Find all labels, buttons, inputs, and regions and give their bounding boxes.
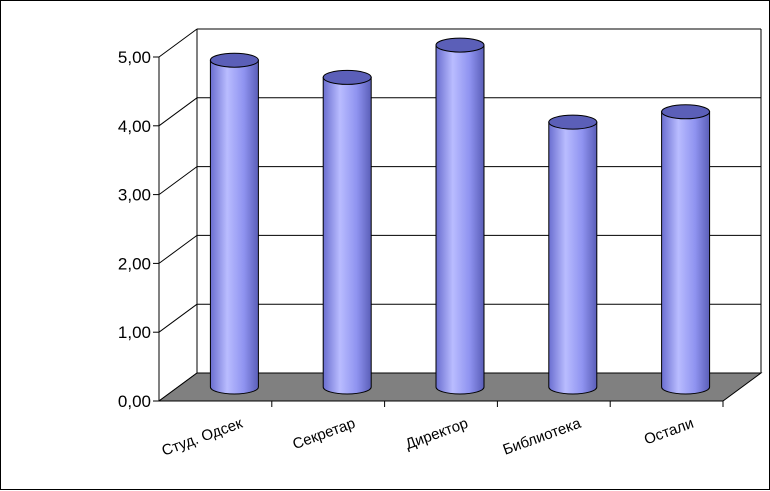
x-tick-label: Студ. Одсек: [160, 415, 246, 460]
bar-top: [435, 37, 485, 53]
gridline-side: [158, 97, 198, 127]
bar-top: [209, 52, 259, 68]
axes: [153, 56, 724, 407]
x-tick-labels: Студ. Одсек Секретар Директор Библиотека Ост…: [160, 415, 696, 460]
y-tick-label: 3,00: [118, 186, 151, 205]
bar: [209, 52, 259, 395]
bar-body: [435, 44, 485, 395]
y-tick-label: 2,00: [118, 254, 151, 273]
x-tick-label: Директор: [403, 415, 470, 453]
gridline-side: [158, 166, 198, 196]
bar-body: [548, 121, 598, 395]
x-tick-label: Секретар: [290, 415, 357, 453]
bar-body: [661, 111, 711, 395]
gridline-side: [158, 28, 198, 58]
bar-body: [322, 76, 372, 395]
y-tick-label: 4,00: [118, 117, 151, 136]
bar-top: [322, 69, 372, 85]
x-tick-label: Остали: [642, 415, 696, 449]
bar: [661, 104, 711, 395]
y-tick-label: 1,00: [118, 323, 151, 342]
gridline-side: [158, 234, 198, 264]
y-tick-label: 0,00: [118, 392, 151, 411]
x-tick-label: Библиотека: [501, 415, 584, 459]
bar-top: [548, 114, 598, 130]
bar: [435, 37, 485, 395]
bar-top: [661, 104, 711, 120]
y-tick-label: 5,00: [118, 48, 151, 67]
bar: [322, 69, 372, 395]
bar: [548, 114, 598, 395]
bar-body: [209, 59, 259, 395]
y-tick-labels: 0,00 1,00 2,00 3,00 4,00 5,00: [118, 48, 151, 411]
bars: [209, 37, 711, 395]
gridline-side: [158, 303, 198, 333]
